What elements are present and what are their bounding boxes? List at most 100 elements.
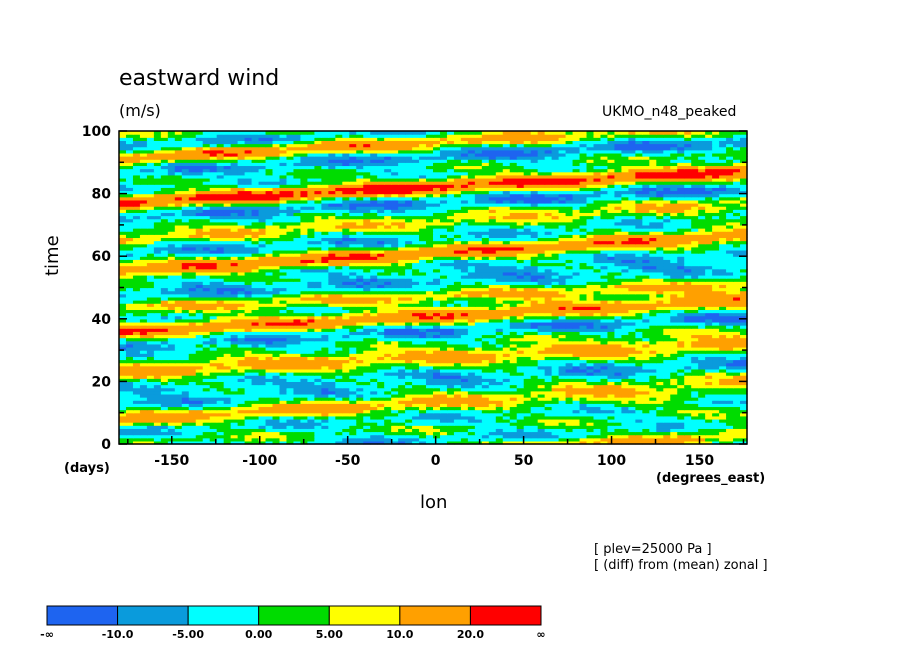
heatmap-cell <box>698 328 706 332</box>
heatmap-cell <box>321 287 329 292</box>
heatmap-cell <box>209 393 218 398</box>
heatmap-cell <box>481 318 490 323</box>
heatmap-cell <box>740 434 748 439</box>
heatmap-cell <box>502 278 511 282</box>
heatmap-cell <box>237 331 246 336</box>
heatmap-cell <box>558 315 567 320</box>
heatmap-cell <box>579 378 588 382</box>
heatmap-cell <box>656 422 664 426</box>
heatmap-cell <box>523 359 532 364</box>
heatmap-cell <box>705 350 713 354</box>
heatmap-cell <box>188 425 197 429</box>
heatmap-cell <box>607 428 616 433</box>
heatmap-cell <box>272 425 281 429</box>
heatmap-cell <box>139 300 148 304</box>
heatmap-cell <box>684 318 692 323</box>
heatmap-cell <box>398 412 406 417</box>
heatmap-cell <box>600 381 609 386</box>
heatmap-cell <box>551 415 560 420</box>
heatmap-cell <box>160 356 169 361</box>
heatmap-cell <box>377 281 385 285</box>
heatmap-cell <box>279 268 288 273</box>
heatmap-cell <box>467 406 476 411</box>
heatmap-cell <box>279 315 288 320</box>
heatmap-cell <box>740 300 748 304</box>
heatmap-cell <box>139 337 148 342</box>
heatmap-cell <box>523 300 532 304</box>
heatmap-cell <box>551 309 560 314</box>
heatmap-cell <box>251 290 260 295</box>
heatmap-cell <box>705 418 713 423</box>
heatmap-cell <box>307 296 315 301</box>
heatmap-cell <box>565 384 574 389</box>
heatmap-cell <box>558 274 567 279</box>
heatmap-cell <box>307 350 315 354</box>
heatmap-cell <box>286 356 295 361</box>
heatmap-cell <box>188 318 197 323</box>
heatmap-cell <box>635 278 643 282</box>
heatmap-cell <box>684 406 692 411</box>
heatmap-cell <box>677 434 685 439</box>
heatmap-cell <box>237 315 246 320</box>
heatmap-cell <box>293 440 302 445</box>
heatmap-cell <box>132 437 141 442</box>
heatmap-cell <box>167 281 176 285</box>
heatmap-cell <box>328 346 336 351</box>
heatmap-cell <box>216 278 225 282</box>
heatmap-cell <box>300 315 308 320</box>
heatmap-cell <box>209 440 218 445</box>
heatmap-cell <box>314 403 322 408</box>
heatmap-cell <box>391 384 399 389</box>
heatmap-cell <box>300 303 308 307</box>
heatmap-cell <box>509 403 518 408</box>
heatmap-cell <box>188 325 197 329</box>
heatmap-cell <box>265 271 274 276</box>
heatmap-cell <box>314 284 322 289</box>
heatmap-cell <box>265 387 274 392</box>
heatmap-cell <box>551 365 560 370</box>
heatmap-cell <box>321 387 329 392</box>
heatmap-cell <box>244 431 253 436</box>
heatmap-cell <box>300 334 308 339</box>
heatmap-cell <box>405 274 413 279</box>
heatmap-cell <box>405 381 413 386</box>
heatmap-cell <box>565 325 574 329</box>
heatmap-cell <box>244 368 253 373</box>
heatmap-cell <box>446 303 455 307</box>
heatmap-cell <box>349 387 357 392</box>
heatmap-cell <box>237 274 246 279</box>
heatmap-cell <box>251 284 260 289</box>
heatmap-cell <box>356 278 364 282</box>
heatmap-cell <box>530 418 539 423</box>
heatmap-cell <box>293 303 302 307</box>
heatmap-cell <box>181 337 190 342</box>
heatmap-cell <box>488 300 497 304</box>
heatmap-cell <box>516 340 525 345</box>
heatmap-cell <box>635 368 643 373</box>
heatmap-cell <box>614 315 622 320</box>
heatmap-cell <box>244 425 253 429</box>
heatmap-cell <box>167 284 176 289</box>
heatmap-cell <box>565 331 574 336</box>
heatmap-cell <box>691 328 699 332</box>
heatmap-cell <box>516 296 525 301</box>
heatmap-cell <box>544 403 553 408</box>
heatmap-cell <box>635 375 643 379</box>
heatmap-cell <box>279 312 288 317</box>
heatmap-cell <box>628 340 636 345</box>
heatmap-cell <box>202 365 211 370</box>
heatmap-cell <box>139 418 148 423</box>
heatmap-cell <box>412 362 420 367</box>
heatmap-cell <box>481 375 490 379</box>
heatmap-cell <box>544 406 553 411</box>
heatmap-cell <box>544 296 553 301</box>
heatmap-cell <box>530 381 539 386</box>
heatmap-cell <box>377 381 385 386</box>
heatmap-cell <box>328 431 336 436</box>
heatmap-cell <box>272 397 281 401</box>
heatmap-cell <box>698 440 706 445</box>
heatmap-cell <box>119 375 127 379</box>
heatmap-cell <box>453 278 462 282</box>
heatmap-cell <box>286 268 295 273</box>
heatmap-cell <box>544 346 553 351</box>
